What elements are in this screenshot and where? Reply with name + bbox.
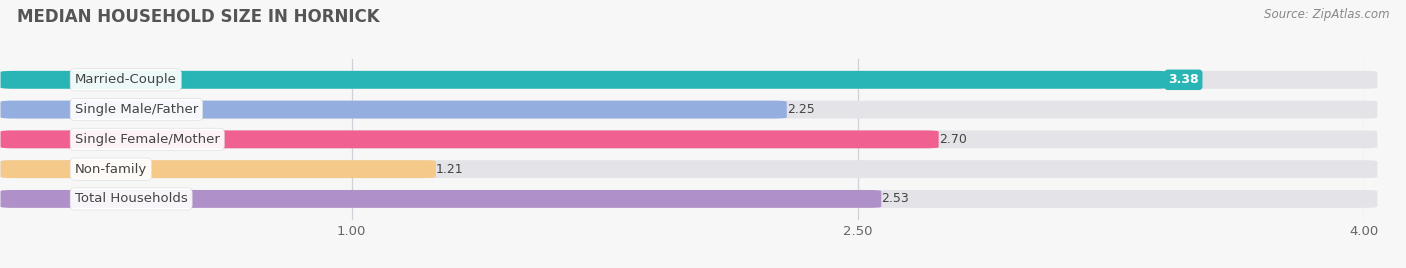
Text: Married-Couple: Married-Couple	[75, 73, 177, 86]
Text: Source: ZipAtlas.com: Source: ZipAtlas.com	[1264, 8, 1389, 21]
FancyBboxPatch shape	[0, 131, 1378, 148]
Text: Total Households: Total Households	[75, 192, 187, 205]
FancyBboxPatch shape	[0, 190, 882, 208]
Text: 1.21: 1.21	[436, 163, 464, 176]
Text: 2.53: 2.53	[882, 192, 910, 205]
FancyBboxPatch shape	[0, 71, 1168, 89]
Text: MEDIAN HOUSEHOLD SIZE IN HORNICK: MEDIAN HOUSEHOLD SIZE IN HORNICK	[17, 8, 380, 26]
Text: 2.25: 2.25	[787, 103, 814, 116]
FancyBboxPatch shape	[0, 131, 939, 148]
Text: 2.70: 2.70	[939, 133, 966, 146]
Text: Single Female/Mother: Single Female/Mother	[75, 133, 219, 146]
FancyBboxPatch shape	[0, 190, 1378, 208]
Text: Non-family: Non-family	[75, 163, 148, 176]
FancyBboxPatch shape	[0, 71, 1378, 89]
FancyBboxPatch shape	[0, 101, 787, 118]
Text: 3.38: 3.38	[1168, 73, 1199, 86]
FancyBboxPatch shape	[0, 160, 1378, 178]
FancyBboxPatch shape	[0, 160, 436, 178]
Text: Single Male/Father: Single Male/Father	[75, 103, 198, 116]
FancyBboxPatch shape	[0, 101, 1378, 118]
